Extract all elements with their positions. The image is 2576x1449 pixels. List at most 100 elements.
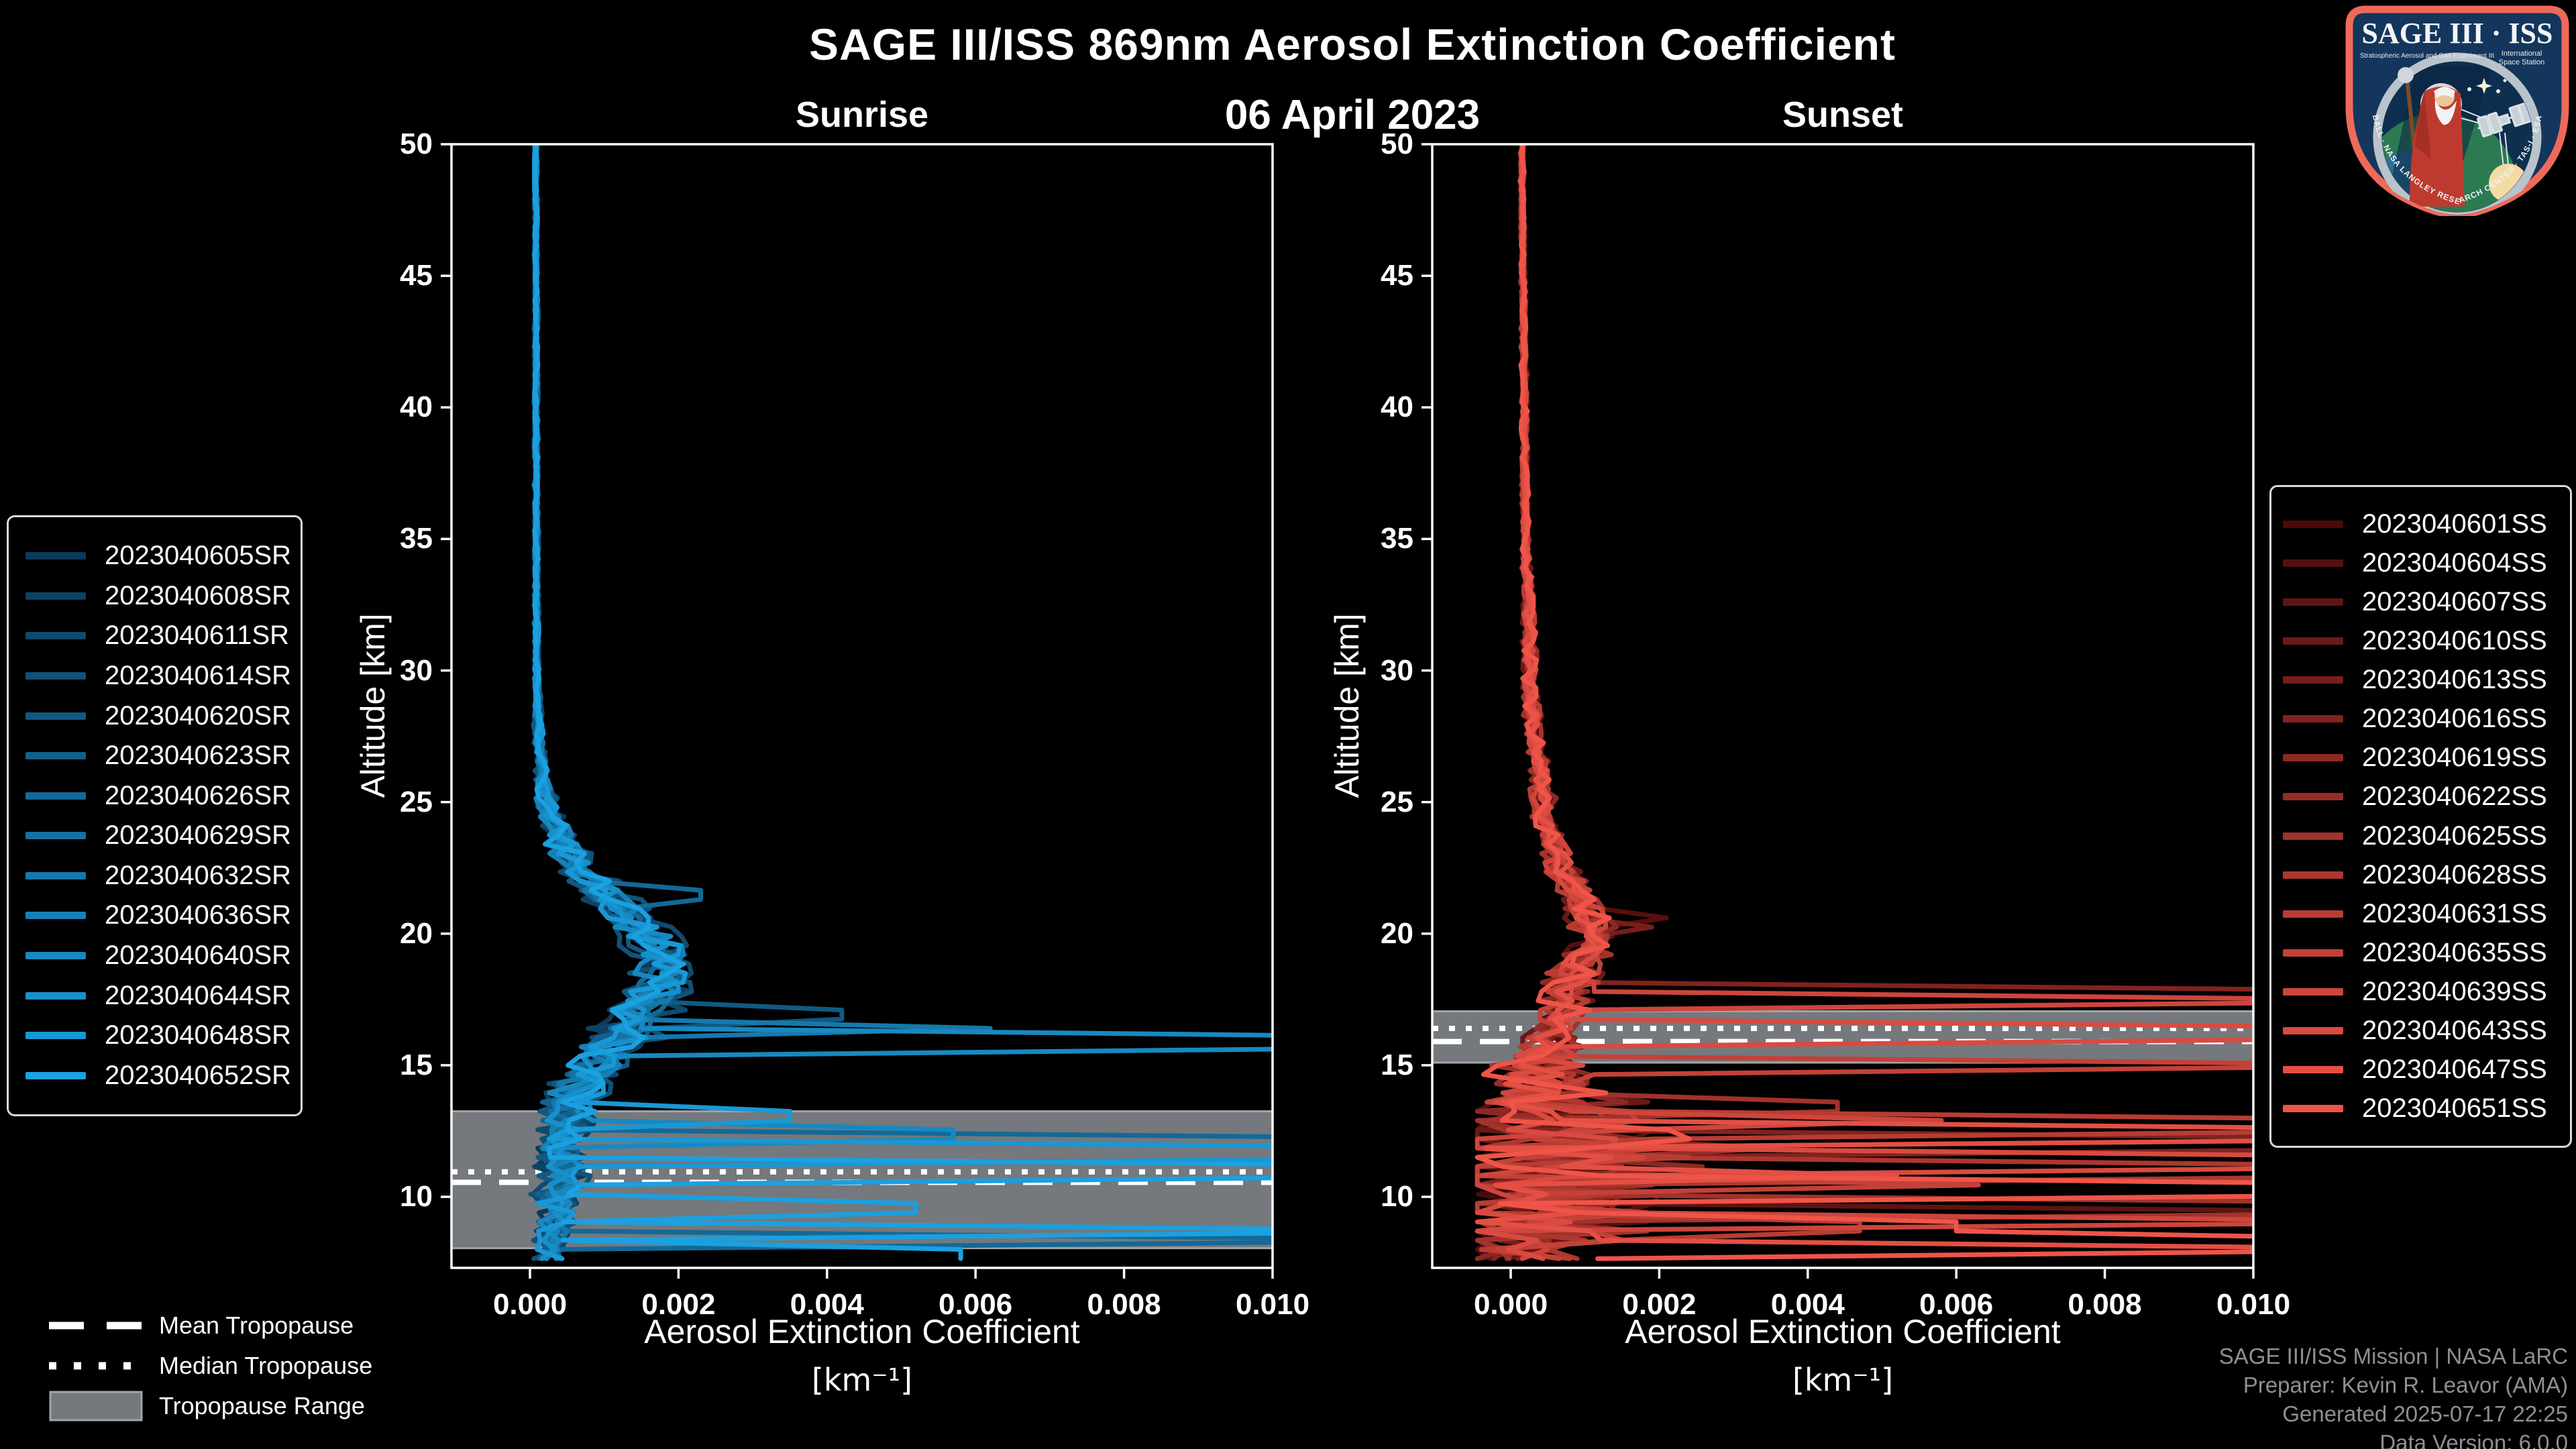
x-tick-label-sunrise: 0.004 xyxy=(790,1288,864,1321)
legend-entry-label: 2023040647SS xyxy=(2362,1055,2547,1085)
legend-entry-label: 2023040619SS xyxy=(2362,743,2547,773)
x-tick-label-sunrise: 0.010 xyxy=(1235,1288,1310,1321)
y-tick-label-sunset: 15 xyxy=(1381,1048,1413,1081)
legend-entry-label: 2023040604SS xyxy=(2362,547,2547,578)
legend-swatch-icon xyxy=(2283,559,2343,567)
legend-entry-label: 2023040651SS xyxy=(2362,1093,2547,1124)
legend-swatch-icon xyxy=(25,632,86,640)
legend-entry-label: 2023040613SS xyxy=(2362,665,2547,695)
y-tick-label-sunrise: 45 xyxy=(400,259,433,292)
legend-entry-label: 2023040623SR xyxy=(105,741,292,771)
footer-credit-line: SAGE III/ISS Mission | NASA LaRC xyxy=(2218,1344,2568,1368)
legend-swatch-icon xyxy=(25,832,86,840)
legend-entry-2023040620SR: 2023040620SR xyxy=(25,701,291,731)
legend-swatch-icon xyxy=(2283,598,2343,606)
legend-entry-label: 2023040636SR xyxy=(105,900,292,930)
legend-entry-2023040647SS: 2023040647SS xyxy=(2283,1055,2547,1085)
legend-swatch-icon xyxy=(25,592,86,600)
legend-swatch-icon xyxy=(2283,715,2343,723)
legend-entry-2023040632SR: 2023040632SR xyxy=(25,861,291,890)
y-tick-label-sunset: 25 xyxy=(1381,785,1413,818)
legend-swatch-icon xyxy=(2283,832,2343,840)
legend-entry-label: 2023040614SR xyxy=(105,661,292,690)
legend-entry-2023040643SS: 2023040643SS xyxy=(2283,1016,2547,1046)
legend-entry-2023040619SS: 2023040619SS xyxy=(2283,743,2547,773)
legend-swatch-icon xyxy=(2283,871,2343,879)
legend-entry-label: 2023040643SS xyxy=(2362,1016,2547,1046)
legend-entry-label: 2023040639SS xyxy=(2362,977,2547,1007)
legend-entry-label: 2023040607SS xyxy=(2362,586,2547,616)
legend-swatch-icon xyxy=(2283,949,2343,957)
legend-entry-2023040626SR: 2023040626SR xyxy=(25,781,291,810)
legend-entry-2023040608SR: 2023040608SR xyxy=(25,581,291,610)
legend-entry-2023040629SR: 2023040629SR xyxy=(25,820,292,851)
patch-stars xyxy=(2467,78,2507,94)
plot-area-sunset xyxy=(1432,144,2253,1261)
y-tick-label-sunrise: 50 xyxy=(400,127,433,160)
legend-entry-2023040628SS: 2023040628SS xyxy=(2283,860,2547,890)
x-axis-unit-sunset: [km⁻¹] xyxy=(1792,1362,1894,1398)
legend-entry-label: 2023040628SS xyxy=(2362,859,2547,890)
legend-entry-2023040639SS: 2023040639SS xyxy=(2283,977,2547,1007)
plot-area-sunrise xyxy=(451,144,1273,1261)
legend-swatch-icon xyxy=(25,991,86,1000)
legend-swatch-icon xyxy=(2283,1105,2343,1113)
y-axis-label-sunrise: Altitude [km] xyxy=(354,613,392,798)
legend-entry-2023040631SS: 2023040631SS xyxy=(2283,899,2547,928)
legend-entry-label: 2023040644SR xyxy=(105,980,292,1010)
legend-entry-label: 2023040640SR xyxy=(105,941,292,970)
y-tick-label-sunset: 45 xyxy=(1381,259,1413,292)
tropopause-range-label: Tropopause Range xyxy=(159,1392,365,1419)
legend-swatch-icon xyxy=(25,712,86,720)
sage-iss-mission-patch-logo: SAGE III · ISS Stratospheric Aerosol and… xyxy=(2345,5,2569,216)
y-axis-label-sunset: Altitude [km] xyxy=(1328,613,1366,798)
footer-credits: SAGE III/ISS Mission | NASA LaRC Preparer… xyxy=(2219,1342,2568,1449)
legend-swatch-icon xyxy=(25,552,86,560)
legend-entry-2023040636SR: 2023040636SR xyxy=(25,900,292,930)
legend-swatch-icon xyxy=(25,952,86,959)
y-tick-label-sunrise: 10 xyxy=(400,1180,433,1214)
legend-item-median-tropopause: Median Tropopause xyxy=(49,1350,372,1382)
legend-entry-2023040640SR: 2023040640SR xyxy=(25,941,291,971)
y-tick-label-sunset: 10 xyxy=(1381,1180,1413,1214)
legend-entry-2023040625SS: 2023040625SS xyxy=(2283,821,2547,851)
x-tick-label-sunset: 0.002 xyxy=(1622,1288,1697,1321)
legend-entry-label: 2023040620SR xyxy=(105,700,292,731)
legend-sunset: 2023040601SS 2023040604SS 2023040607SS 2023… xyxy=(2269,485,2572,1148)
legend-swatch-icon xyxy=(2283,676,2343,684)
legend-swatch-icon xyxy=(2283,1027,2343,1035)
y-tick-label-sunset: 50 xyxy=(1381,127,1413,160)
legend-entry-2023040648SR: 2023040648SR xyxy=(25,1020,291,1051)
legend-swatch-icon xyxy=(2283,988,2343,996)
legend-swatch-icon xyxy=(2283,1066,2343,1074)
legend-swatch-icon xyxy=(2283,637,2343,645)
mean-tropopause-dash-icon xyxy=(49,1322,143,1330)
legend-entry-2023040616SS: 2023040616SS xyxy=(2283,704,2547,734)
y-tick-label-sunset: 30 xyxy=(1381,653,1413,687)
legend-entry-2023040610SS: 2023040610SS xyxy=(2283,626,2547,655)
footer-credit-line: Data Version: 6.0.0 xyxy=(2379,1430,2568,1449)
mean-tropopause-label: Mean Tropopause xyxy=(159,1311,354,1339)
patch-subtitle-right-1: International xyxy=(2502,50,2542,58)
legend-swatch-icon xyxy=(25,792,86,800)
legend-entry-2023040605SR: 2023040605SR xyxy=(25,541,291,571)
legend-swatch-icon xyxy=(2283,754,2343,762)
plot-spines-sunset xyxy=(1431,143,2255,1269)
legend-entry-label: 2023040629SR xyxy=(105,820,292,851)
legend-entry-label: 2023040625SS xyxy=(2362,820,2547,851)
legend-entry-label: 2023040652SR xyxy=(105,1060,292,1090)
legend-entry-2023040614SR: 2023040614SR xyxy=(25,661,291,691)
x-axis-label-sunrise: Aerosol Extinction Coefficient xyxy=(644,1313,1080,1350)
x-axis-label-sunset: Aerosol Extinction Coefficient xyxy=(1625,1313,2061,1350)
x-tick-label-sunrise: 0.008 xyxy=(1087,1288,1161,1321)
legend-entry-label: 2023040610SS xyxy=(2362,625,2547,655)
legend-entry-label: 2023040626SR xyxy=(105,780,292,810)
patch-subtitle-right-2: Space Station xyxy=(2499,58,2545,66)
x-tick-label-sunset: 0.004 xyxy=(1770,1288,1845,1321)
panel-title-sunset: Sunset xyxy=(1782,95,1904,135)
y-tick-label-sunrise: 20 xyxy=(400,916,433,950)
legend-entry-2023040604SS: 2023040604SS xyxy=(2283,548,2547,578)
legend-swatch-icon xyxy=(25,1071,86,1079)
patch-iss xyxy=(2477,101,2532,138)
